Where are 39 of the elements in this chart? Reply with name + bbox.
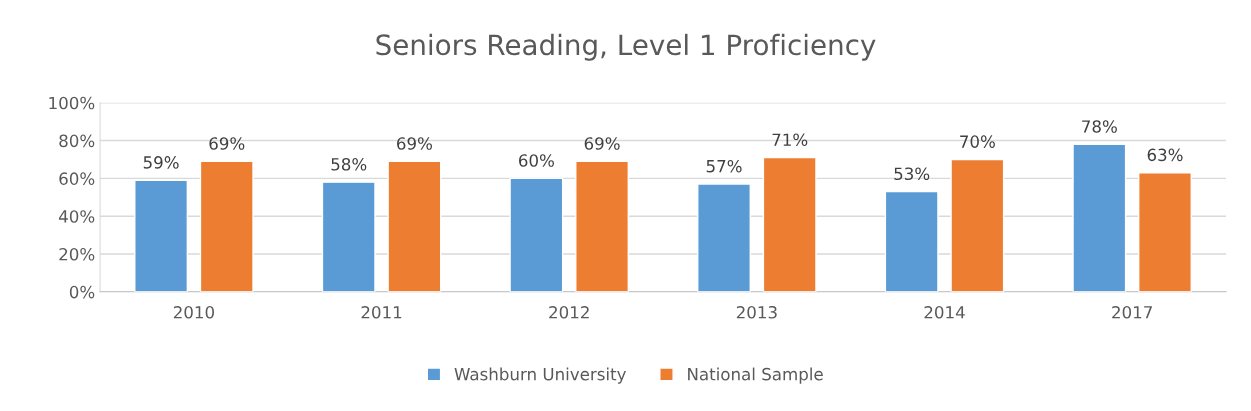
bar xyxy=(697,183,751,292)
data-label: 63% xyxy=(1147,148,1183,162)
data-label: 59% xyxy=(143,156,179,169)
y-tick-label: 20% xyxy=(59,247,95,261)
chart-title: Seniors Reading, Level 1 Proficiency xyxy=(376,33,876,61)
data-label: 58% xyxy=(331,157,367,171)
x-tick-label: 2017 xyxy=(1112,305,1152,319)
data-label: 70% xyxy=(960,135,995,148)
data-label: 71% xyxy=(772,133,808,147)
bar xyxy=(199,160,254,292)
data-label: 69% xyxy=(209,137,245,150)
bar xyxy=(1138,172,1192,292)
y-tick-label: 40% xyxy=(58,210,95,223)
x-tick-label: 2010 xyxy=(173,305,215,319)
data-label: 69% xyxy=(397,137,432,150)
y-tick-label: 100% xyxy=(49,96,95,110)
data-label: 78% xyxy=(1082,120,1117,133)
bar xyxy=(762,156,817,292)
bar xyxy=(134,179,189,292)
legend-label: National Sample xyxy=(688,367,823,384)
bar xyxy=(575,160,630,292)
x-tick-label: 2011 xyxy=(361,305,402,319)
y-tick-label: 60% xyxy=(59,172,95,185)
data-label: 60% xyxy=(519,154,554,167)
bar xyxy=(1072,143,1127,292)
x-tick-label: 2012 xyxy=(549,305,589,319)
bar xyxy=(387,160,442,292)
bar xyxy=(950,158,1005,292)
bar xyxy=(884,190,939,292)
y-tick-label: 0% xyxy=(69,285,95,299)
bar xyxy=(509,177,564,292)
x-tick-label: 2014 xyxy=(924,305,965,319)
x-tick-label: 2013 xyxy=(736,305,777,319)
data-label: 57% xyxy=(706,159,742,173)
y-tick-label: 80% xyxy=(59,134,95,148)
data-label: 69% xyxy=(584,137,620,150)
bar xyxy=(321,181,376,292)
legend-label: Washburn University xyxy=(454,367,626,384)
data-label: 53% xyxy=(894,167,930,181)
